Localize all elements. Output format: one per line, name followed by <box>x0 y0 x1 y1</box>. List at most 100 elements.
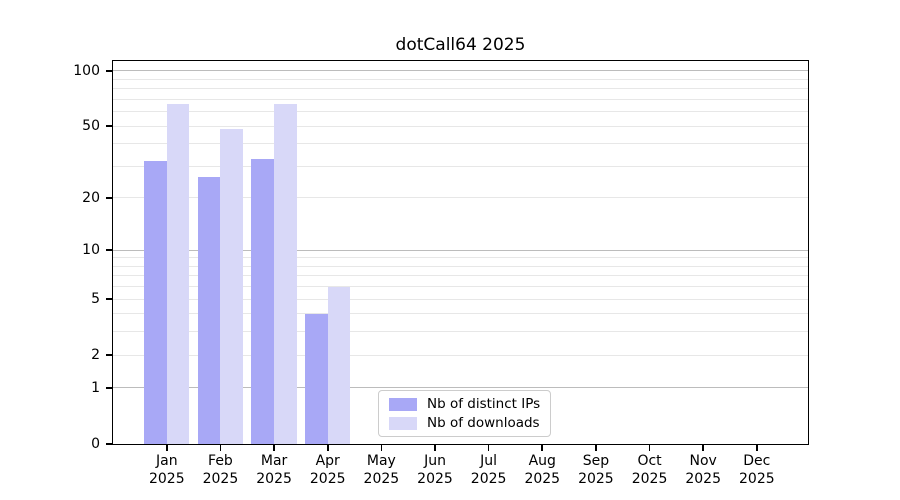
x-tick-month: Dec <box>743 453 771 469</box>
minor-gridline <box>113 313 808 315</box>
y-tick-label: 2 <box>91 347 100 364</box>
major-gridline <box>113 249 808 251</box>
minor-gridline <box>113 78 808 80</box>
x-tick-year: 2025 <box>470 471 507 487</box>
legend: Nb of distinct IPs Nb of downloads <box>378 390 552 437</box>
y-tick <box>106 354 113 356</box>
x-tick <box>380 444 383 451</box>
bar-downloads-mar <box>274 103 297 444</box>
bar-distinct-ips-jan <box>144 161 167 444</box>
minor-gridline <box>113 98 808 100</box>
x-tick-label: Oct 2025 <box>620 452 680 488</box>
minor-gridline <box>113 331 808 333</box>
x-tick <box>487 444 490 451</box>
x-tick-label: Nov 2025 <box>673 452 733 488</box>
legend-label-downloads: Nb of downloads <box>427 415 540 431</box>
x-tick-month: Apr <box>315 453 340 469</box>
y-tick-label: 5 <box>91 291 100 308</box>
y-tick <box>106 298 113 300</box>
y-tick-label: 20 <box>82 189 100 206</box>
minor-gridline <box>113 298 808 300</box>
x-tick-year: 2025 <box>202 471 239 487</box>
minor-gridline <box>113 143 808 145</box>
minor-gridline <box>113 165 808 167</box>
minor-gridline <box>113 125 808 127</box>
x-tick-month: Jul <box>480 453 498 469</box>
y-tick <box>106 387 113 389</box>
minor-gridline <box>113 257 808 259</box>
y-tick-label: 50 <box>82 118 100 135</box>
x-tick-year: 2025 <box>739 471 775 487</box>
y-tick-label: 0 <box>91 436 100 452</box>
x-tick-label: Jul 2025 <box>459 452 519 488</box>
x-tick-label: Dec 2025 <box>727 452 787 488</box>
x-tick-label: Mar 2025 <box>244 452 304 488</box>
bar-distinct-ips-feb <box>197 177 221 444</box>
minor-gridline <box>113 265 808 267</box>
legend-item-downloads: Nb of downloads <box>389 415 540 431</box>
x-tick-label: Apr 2025 <box>298 452 358 488</box>
x-tick <box>434 444 436 451</box>
bar-downloads-jan <box>166 103 190 444</box>
x-tick-year: 2025 <box>524 471 561 487</box>
x-tick-year: 2025 <box>578 471 614 487</box>
x-tick <box>595 444 597 451</box>
y-tick-label: 100 <box>73 62 100 79</box>
y-tick <box>106 197 113 199</box>
minor-gridline <box>113 197 808 199</box>
x-tick-year: 2025 <box>363 471 400 487</box>
x-tick-label: Jun 2025 <box>405 452 465 488</box>
x-tick <box>756 444 758 451</box>
x-tick-month: May <box>366 453 396 469</box>
bar-downloads-feb <box>220 129 244 444</box>
minor-gridline <box>113 286 808 288</box>
x-tick-year: 2025 <box>417 471 453 487</box>
minor-gridline <box>113 111 808 113</box>
x-tick <box>326 444 329 451</box>
legend-label-distinct-ips: Nb of distinct IPs <box>427 396 541 412</box>
x-tick-month: Jan <box>156 453 178 469</box>
x-tick-month: Oct <box>637 453 662 469</box>
minor-gridline <box>113 88 808 90</box>
legend-swatch-distinct-ips <box>389 397 417 411</box>
chart-title: dotCall64 2025 <box>395 35 526 55</box>
major-gridline <box>113 387 808 389</box>
x-tick <box>541 444 544 451</box>
y-tick <box>106 249 113 251</box>
x-tick-month: Mar <box>260 453 288 469</box>
x-tick-month: Sep <box>582 453 610 469</box>
legend-swatch-downloads <box>389 416 417 430</box>
x-tick <box>273 444 275 451</box>
x-tick-month: Feb <box>208 453 233 469</box>
x-tick <box>166 444 168 451</box>
x-tick-label: Aug 2025 <box>512 452 572 488</box>
x-tick <box>702 444 704 451</box>
minor-gridline <box>113 354 808 356</box>
minor-gridline <box>113 275 808 277</box>
x-tick-year: 2025 <box>148 471 185 487</box>
major-gridline <box>113 70 808 72</box>
x-tick-year: 2025 <box>309 471 346 487</box>
x-tick-label: May 2025 <box>351 452 411 488</box>
bar-downloads-apr <box>327 286 351 444</box>
x-tick-year: 2025 <box>685 471 721 487</box>
x-tick-label: Jan 2025 <box>137 452 197 488</box>
y-tick-label: 10 <box>82 242 100 259</box>
x-tick-label: Feb 2025 <box>190 452 250 488</box>
y-tick-label: 1 <box>91 379 100 396</box>
x-tick-year: 2025 <box>256 471 292 487</box>
x-tick-month: Aug <box>528 453 556 469</box>
x-tick-label: Sep 2025 <box>566 452 626 488</box>
y-tick <box>106 69 113 72</box>
legend-item-distinct-ips: Nb of distinct IPs <box>389 396 540 412</box>
bar-distinct-ips-mar <box>251 158 275 444</box>
bar-distinct-ips-apr <box>305 313 328 444</box>
x-tick <box>648 444 651 451</box>
x-tick-month: Jun <box>424 453 446 469</box>
y-tick <box>106 443 113 445</box>
x-tick <box>219 444 222 451</box>
x-tick-month: Nov <box>689 453 717 469</box>
x-tick-year: 2025 <box>631 471 668 487</box>
y-tick <box>106 125 113 127</box>
